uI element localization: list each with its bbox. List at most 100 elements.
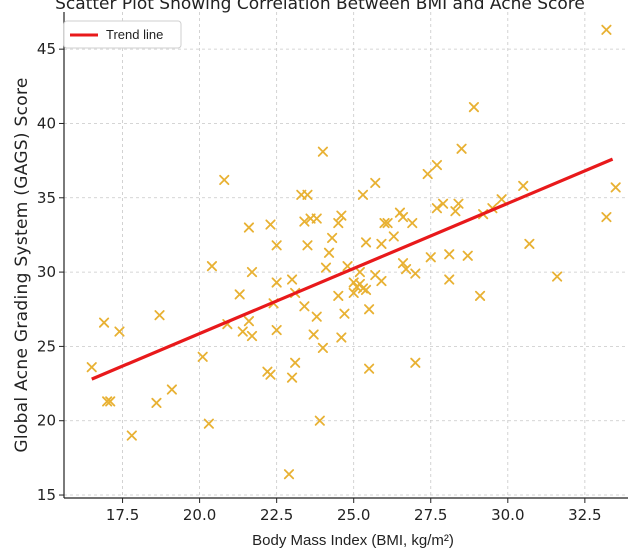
data-point	[364, 304, 375, 315]
x-tick-label: 20.0	[183, 506, 216, 524]
data-point	[311, 213, 322, 224]
data-point	[610, 182, 621, 193]
y-tick-label: 40	[37, 114, 56, 132]
data-point	[105, 396, 116, 407]
data-point	[286, 372, 298, 383]
grid-lines	[64, 12, 628, 498]
data-point	[397, 258, 409, 269]
y-axis-label: Global Acne Grading System (GAGS) Score	[12, 77, 32, 452]
data-point	[357, 283, 369, 294]
data-point	[462, 250, 473, 261]
data-point	[601, 24, 612, 35]
data-point	[206, 261, 218, 272]
trend-line-layer	[91, 157, 614, 381]
data-point	[299, 216, 310, 227]
data-point	[407, 217, 418, 229]
y-tick-label: 35	[37, 189, 56, 207]
data-point	[219, 174, 230, 186]
data-point	[339, 308, 350, 319]
data-point	[246, 266, 258, 278]
y-tick-label: 20	[37, 412, 56, 430]
data-point	[425, 252, 436, 263]
data-point	[302, 189, 313, 200]
data-point	[468, 102, 480, 113]
data-point	[336, 332, 347, 343]
data-point	[376, 275, 387, 287]
data-point	[271, 277, 282, 288]
data-point	[154, 310, 165, 321]
data-point	[265, 369, 276, 380]
data-point	[370, 177, 381, 189]
x-tick-label: 27.5	[414, 506, 447, 524]
x-tick-label: 17.5	[106, 506, 139, 524]
data-point	[388, 231, 399, 242]
data-point	[601, 212, 612, 223]
y-tick-label: 30	[37, 263, 56, 281]
data-point	[422, 168, 433, 180]
data-point	[86, 362, 97, 373]
data-point	[166, 384, 177, 395]
scatter-points	[86, 24, 621, 480]
data-point	[518, 180, 529, 191]
data-point	[382, 217, 393, 229]
x-tick-label: 25.0	[337, 506, 370, 524]
data-point	[431, 203, 443, 214]
data-point	[360, 284, 372, 296]
tick-labels: 17.5 20.0 22.5 25.0 27.5 30.0 32.5 15 20 25 30 35 40…	[37, 40, 602, 524]
data-point	[299, 301, 310, 312]
data-point	[317, 342, 328, 353]
data-point	[456, 143, 467, 154]
chart-title: Scatter Plot Showing Correlation Between…	[55, 0, 585, 14]
axes	[63, 12, 628, 499]
legend-label-trend-line: Trend line	[106, 27, 163, 42]
data-point	[524, 238, 535, 249]
data-point	[237, 326, 248, 337]
x-axis-label: Body Mass Index (BMI, kg/m²)	[252, 532, 454, 549]
data-point	[246, 330, 258, 342]
data-point	[474, 290, 486, 301]
data-point	[126, 430, 137, 441]
data-point	[431, 159, 443, 171]
data-point	[450, 206, 461, 217]
data-point	[320, 262, 332, 273]
y-tick-label: 25	[37, 337, 56, 355]
data-point	[376, 238, 387, 249]
x-tick-label: 32.5	[568, 506, 601, 524]
data-point	[444, 274, 455, 285]
data-point	[308, 329, 319, 340]
data-point	[357, 189, 369, 200]
data-point	[243, 222, 255, 233]
data-point	[98, 317, 110, 328]
trend-line	[91, 157, 614, 381]
data-point	[333, 290, 344, 301]
data-point	[410, 268, 421, 279]
data-point	[437, 198, 449, 209]
data-point	[400, 264, 412, 275]
data-point	[151, 397, 162, 408]
data-point	[333, 217, 344, 229]
data-point	[397, 212, 409, 223]
data-point	[234, 289, 245, 300]
data-point	[444, 249, 455, 260]
data-point	[354, 266, 365, 278]
data-point	[102, 396, 113, 407]
data-point	[203, 418, 214, 429]
data-point	[114, 326, 125, 337]
data-point	[283, 469, 295, 480]
data-point	[271, 240, 282, 251]
data-point	[348, 287, 359, 298]
data-point	[496, 194, 507, 205]
data-point	[197, 351, 208, 362]
data-point	[336, 210, 347, 221]
data-point	[311, 311, 322, 322]
data-point	[379, 217, 390, 229]
legend-box	[63, 20, 182, 49]
y-tick-label: 45	[37, 40, 56, 58]
data-point	[265, 219, 276, 230]
data-point	[453, 198, 464, 209]
y-tick-label: 15	[37, 486, 56, 504]
data-point	[323, 247, 335, 258]
data-point	[314, 415, 325, 426]
data-point	[302, 240, 313, 251]
